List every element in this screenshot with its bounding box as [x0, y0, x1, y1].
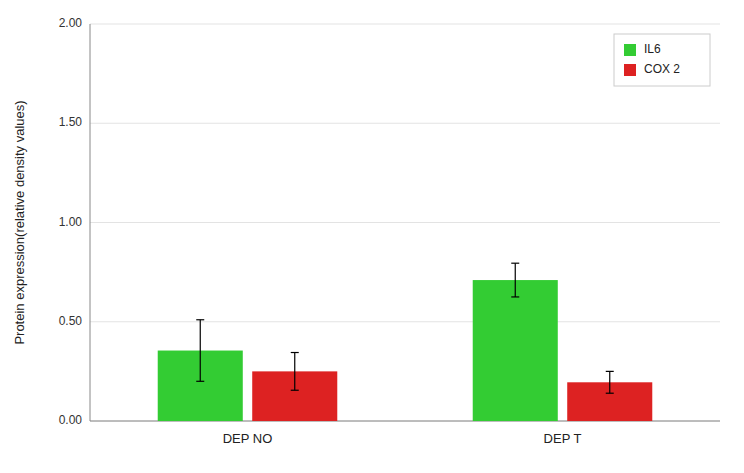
legend-label: IL6: [644, 42, 661, 56]
error-line: [515, 263, 516, 297]
x-tick-label: DEP NO: [223, 431, 273, 446]
legend-swatch: [624, 44, 636, 56]
error-cap: [291, 390, 299, 391]
error-cap: [511, 263, 519, 264]
bar: [473, 280, 558, 421]
error-line: [609, 371, 610, 393]
error-cap: [196, 381, 204, 382]
y-tick-label: 2.00: [59, 16, 83, 30]
error-cap: [291, 352, 299, 353]
legend: IL6 COX 2: [614, 34, 710, 86]
grid-line: [90, 222, 720, 223]
error-bar: [196, 320, 204, 382]
grid-line: [90, 321, 720, 322]
grid-line: [90, 123, 720, 124]
error-bar: [291, 353, 299, 391]
legend-swatch: [624, 64, 636, 76]
legend-box: [614, 34, 710, 86]
bars: [158, 263, 653, 421]
y-tick-label: 1.00: [59, 215, 83, 229]
chart-svg: 0.00 0.50 1.00 1.50 2.00 Protein expression(r…: [0, 0, 744, 473]
grid-line: [90, 24, 720, 25]
error-cap: [511, 296, 519, 297]
chart-container: 0.00 0.50 1.00 1.50 2.00 Protein expression(r…: [0, 0, 744, 473]
error-cap: [606, 393, 614, 394]
error-bar: [606, 371, 614, 393]
error-line: [294, 353, 295, 391]
error-cap: [196, 319, 204, 320]
error-cap: [606, 371, 614, 372]
legend-label: COX 2: [644, 62, 680, 76]
y-axis: 0.00 0.50 1.00 1.50 2.00: [59, 16, 720, 427]
y-tick-label: 1.50: [59, 115, 83, 129]
x-tick-label: DEP T: [544, 431, 582, 446]
y-tick-label: 0.50: [59, 314, 83, 328]
y-tick-label: 0.00: [59, 413, 83, 427]
y-axis-line: [90, 24, 91, 421]
error-bar: [511, 263, 519, 297]
y-axis-label: Protein expression(relative density valu…: [12, 100, 27, 344]
error-line: [200, 320, 201, 382]
